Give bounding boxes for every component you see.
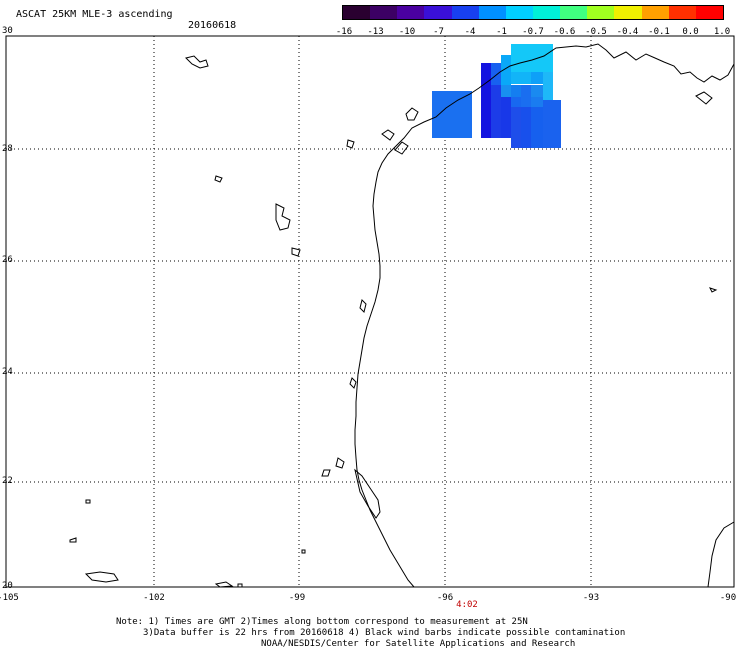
color-swatch-7 — [532, 6, 561, 19]
color-swatch-9 — [587, 6, 615, 19]
lat-label-20: 20 — [2, 581, 13, 591]
color-scale-label: -0.4 — [616, 27, 639, 37]
color-scale-bar — [342, 5, 724, 20]
lon-label-105: -105 — [0, 593, 19, 603]
color-swatch-1 — [370, 6, 398, 19]
coastline — [321, 43, 735, 588]
color-swatch-5 — [478, 6, 506, 19]
lon-label-102: -102 — [143, 593, 165, 603]
note-line-2: 3)Data buffer is 22 hrs from 20160618 4)… — [143, 628, 626, 638]
color-swatch-3 — [424, 6, 452, 19]
lon-label-96: -96 — [436, 593, 454, 603]
color-scale-label: 0.0 — [682, 27, 699, 37]
color-swatch-0 — [343, 6, 371, 19]
color-swatch-11 — [641, 6, 669, 19]
color-scale-label: -0.6 — [553, 27, 576, 37]
color-scale-label: -10 — [398, 27, 416, 37]
pass-time-label: 4:02 — [456, 600, 478, 610]
lon-label-99: -99 — [288, 593, 306, 603]
lat-label-28: 28 — [2, 144, 13, 154]
wind-data-cells — [432, 44, 561, 148]
color-swatch-13 — [695, 6, 723, 19]
lon-label-90: -90 — [719, 593, 737, 603]
graticule-grid — [6, 36, 734, 587]
lon-label-93: -93 — [582, 593, 600, 603]
color-swatch-10 — [614, 6, 642, 19]
color-scale-label: -0.1 — [648, 27, 670, 37]
inland-features — [69, 55, 718, 588]
lat-label-22: 22 — [2, 476, 13, 486]
color-swatch-6 — [505, 6, 533, 19]
lat-label-30: 30 — [2, 26, 13, 36]
color-scale-label: -16 — [335, 27, 353, 37]
color-scale-label: -4 — [464, 27, 476, 37]
color-scale-label: -7 — [433, 27, 444, 37]
color-scale-label: -1 — [496, 27, 507, 37]
map-frame — [5, 35, 735, 588]
lat-label-26: 26 — [2, 255, 13, 265]
color-scale-label: -0.7 — [522, 27, 544, 37]
lat-label-24: 24 — [2, 367, 13, 377]
map-title: ASCAT 25KM MLE-3 ascending — [16, 9, 173, 20]
color-swatch-4 — [451, 6, 479, 19]
note-line-3: NOAA/NESDIS/Center for Satellite Applica… — [261, 639, 576, 649]
color-swatch-12 — [668, 6, 696, 19]
color-swatch-2 — [397, 6, 425, 19]
color-scale-label: 1.0 — [713, 27, 731, 37]
color-scale-label: -13 — [367, 27, 384, 37]
map-date: 20160618 — [188, 20, 237, 31]
color-swatch-8 — [560, 6, 588, 19]
color-scale-label: -0.5 — [585, 27, 607, 37]
note-line-1: Note: 1) Times are GMT 2)Times along bot… — [116, 617, 528, 627]
